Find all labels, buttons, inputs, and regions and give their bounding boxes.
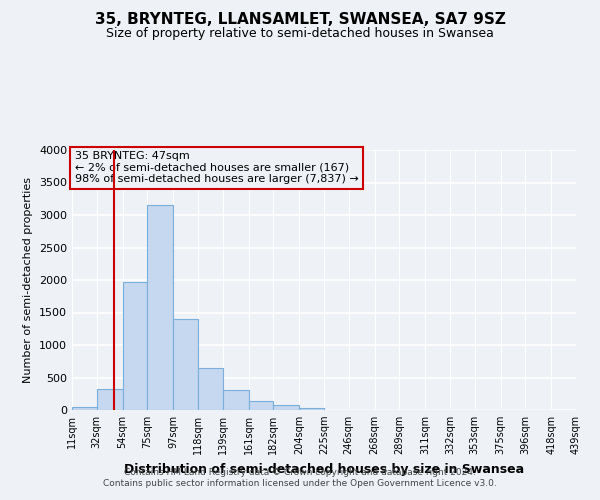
- Text: 35, BRYNTEG, LLANSAMLET, SWANSEA, SA7 9SZ: 35, BRYNTEG, LLANSAMLET, SWANSEA, SA7 9S…: [95, 12, 505, 28]
- Bar: [122, 282, 148, 410]
- Bar: [248, 401, 274, 410]
- Text: Size of property relative to semi-detached houses in Swansea: Size of property relative to semi-detach…: [106, 28, 494, 40]
- Bar: [198, 368, 223, 410]
- Text: Contains HM Land Registry data © Crown copyright and database right 2024.
Contai: Contains HM Land Registry data © Crown c…: [103, 468, 497, 487]
- Y-axis label: Number of semi-detached properties: Number of semi-detached properties: [23, 177, 34, 383]
- Bar: [148, 205, 173, 410]
- X-axis label: Distribution of semi-detached houses by size in Swansea: Distribution of semi-detached houses by …: [124, 462, 524, 475]
- Bar: [97, 389, 122, 410]
- Text: 35 BRYNTEG: 47sqm
← 2% of semi-detached houses are smaller (167)
98% of semi-det: 35 BRYNTEG: 47sqm ← 2% of semi-detached …: [74, 152, 358, 184]
- Bar: [223, 390, 248, 410]
- Bar: [274, 405, 299, 410]
- Bar: [299, 408, 324, 410]
- Bar: [173, 319, 198, 410]
- Bar: [72, 407, 97, 410]
